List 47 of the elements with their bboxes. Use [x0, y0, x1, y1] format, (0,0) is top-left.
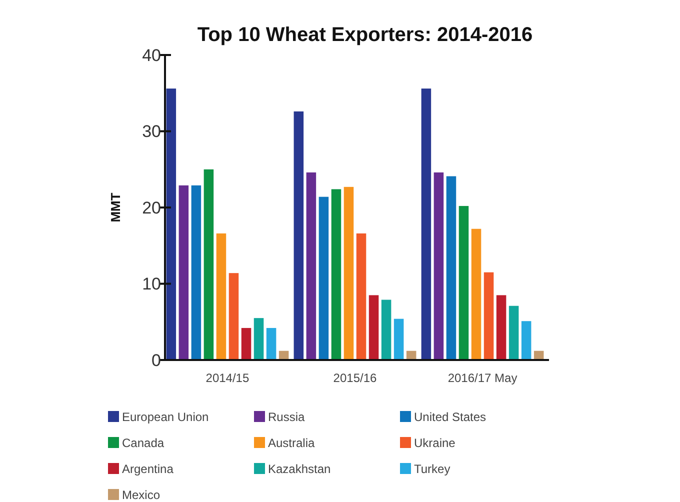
bar [228, 273, 239, 360]
x-tick-label: 2014/15 [206, 371, 250, 385]
bar [254, 318, 264, 360]
bar [241, 328, 252, 360]
legend-label: Canada [122, 436, 164, 450]
legend-label: Russia [268, 410, 306, 424]
y-tick-label: 0 [152, 350, 161, 370]
bar [458, 206, 469, 360]
bar [306, 172, 316, 360]
legend-label: Australia [268, 436, 316, 450]
y-tick-label: 40 [142, 46, 161, 65]
y-tick-label: 10 [142, 274, 161, 294]
bar [204, 169, 214, 360]
legend-label: European Union [122, 410, 209, 424]
bar [331, 189, 342, 360]
bar [471, 228, 482, 360]
bar [216, 233, 226, 360]
bar [294, 111, 304, 360]
bar [368, 295, 379, 360]
bar [421, 88, 432, 360]
bar [484, 272, 494, 360]
chart-title: Top 10 Wheat Exporters: 2014-2016 [197, 24, 533, 46]
bar [446, 176, 456, 360]
bar [318, 196, 329, 360]
x-tick-label: 2016/17 May [448, 371, 518, 385]
bar [381, 300, 392, 360]
x-tick-label: 2015/16 [333, 371, 378, 385]
legend-label: Ukraine [414, 436, 456, 450]
bar [166, 88, 176, 360]
bar [508, 306, 519, 360]
legend-label: Kazakhstan [268, 462, 331, 476]
bar [521, 321, 532, 360]
y-tick-label: 20 [142, 198, 161, 218]
y-axis-title: MMT [108, 192, 123, 222]
legend-label: Mexico [122, 488, 160, 502]
bar [394, 318, 404, 360]
legend-label: United States [414, 410, 486, 424]
legend-label: Argentina [122, 462, 174, 476]
y-tick-label: 30 [142, 122, 161, 142]
bar [191, 185, 202, 360]
bar [356, 233, 366, 360]
legend-label: Turkey [414, 462, 450, 476]
bar [434, 172, 444, 360]
bar [178, 185, 189, 360]
bar [344, 186, 354, 360]
bar [496, 295, 506, 360]
bar [266, 328, 276, 360]
